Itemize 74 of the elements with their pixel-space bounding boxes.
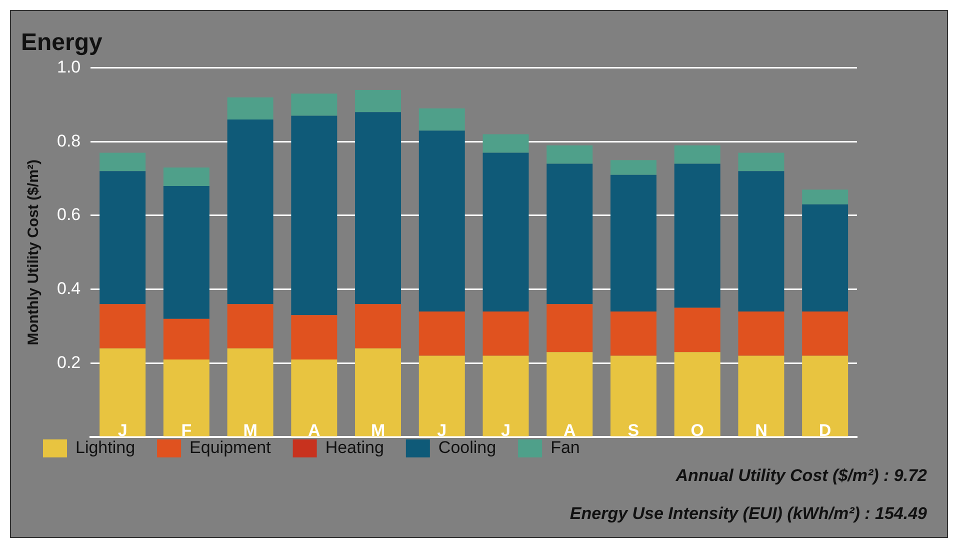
bar: [291, 315, 338, 360]
bar: [355, 112, 402, 304]
x-tick-label: S: [628, 420, 640, 440]
bar: [674, 164, 720, 308]
bar: [674, 352, 720, 436]
bar: [355, 348, 402, 436]
bar: [546, 164, 593, 304]
bar: [100, 304, 146, 348]
bar: [802, 190, 848, 204]
bar: [100, 171, 146, 304]
x-tick-label: J: [437, 420, 447, 440]
x-tick-label: A: [308, 420, 320, 440]
bar: [738, 152, 784, 172]
x-tick-label: O: [690, 420, 704, 440]
x-tick-label: M: [243, 420, 258, 440]
bar: [355, 304, 402, 348]
bar: [291, 94, 338, 116]
legend-label: Lighting: [76, 438, 136, 458]
bar: [610, 174, 656, 312]
x-tick-label: N: [755, 420, 768, 440]
y-tick-label: 0.6: [56, 205, 81, 224]
bar: [802, 311, 848, 356]
x-tick-label: D: [818, 420, 832, 440]
bar: [163, 186, 210, 319]
bar: [802, 204, 848, 312]
bar: [100, 348, 146, 436]
bar: [227, 304, 274, 348]
bar: [674, 145, 720, 164]
bar: [738, 171, 784, 312]
bar: [100, 152, 146, 172]
legend-label: Equipment: [190, 438, 272, 458]
bar: [163, 167, 210, 186]
y-axis-title: Monthly Utility Cost ($/m²): [25, 159, 42, 346]
bar: [802, 356, 848, 436]
bar: [738, 356, 784, 436]
x-tick-label: M: [370, 420, 386, 440]
x-tick-label: F: [181, 420, 192, 440]
bar: [546, 352, 593, 436]
bar: [738, 311, 784, 356]
chart-title: Energy: [21, 29, 104, 56]
bar: [291, 116, 338, 316]
bar: [227, 348, 274, 436]
bar: [163, 359, 210, 436]
x-tick-label: J: [118, 420, 128, 440]
x-tick-label: J: [501, 420, 510, 440]
y-tick-label: 0.2: [56, 352, 81, 372]
bar: [291, 359, 338, 436]
bar: [355, 90, 402, 112]
text: Annual Utility Cost ($/m²) : 9.72: [674, 465, 927, 487]
x-tick-label: A: [563, 420, 576, 440]
bar: [482, 152, 529, 312]
text: Energy Use Intensity (EUI) (kWh/m²) : 154.49: [570, 503, 927, 525]
y-tick-label: 1.0: [56, 57, 81, 76]
y-tick-label: 0.4: [56, 279, 81, 298]
bar: [546, 145, 593, 164]
bar: [482, 356, 529, 436]
bar: [674, 308, 720, 352]
bar: [482, 311, 529, 356]
bar: [546, 304, 593, 352]
bar: [610, 311, 656, 356]
legend-label: Heating: [325, 438, 384, 458]
bar: [227, 119, 274, 304]
bar: [163, 318, 210, 360]
bar: [482, 134, 529, 153]
bar: [418, 130, 465, 312]
bar: [418, 311, 465, 356]
y-tick-label: 0.8: [56, 131, 81, 150]
bar: [610, 356, 656, 436]
bar: [227, 97, 274, 120]
bar: [418, 356, 465, 436]
legend-label: Fan: [550, 438, 580, 458]
legend-label: Cooling: [438, 438, 496, 458]
bar: [418, 108, 465, 131]
bar: [610, 160, 656, 175]
